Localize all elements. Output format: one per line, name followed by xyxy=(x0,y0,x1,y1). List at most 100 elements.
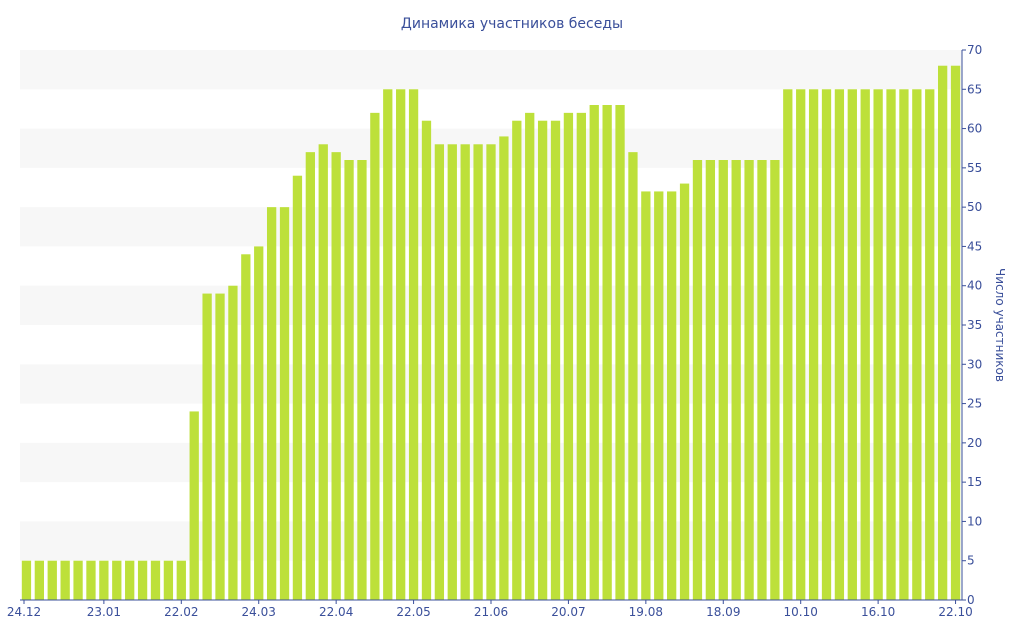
x-tick-label: 23.01 xyxy=(87,605,121,619)
bar xyxy=(228,285,238,600)
y-tick-label: 25 xyxy=(967,397,982,411)
bar xyxy=(925,89,935,601)
y-axis-ticks: 0 5 10 15 20 25 30 35 40 45 50 55 60 65 70 xyxy=(962,43,982,607)
chart-title: Динамика участников беседы xyxy=(401,16,623,32)
bar xyxy=(163,560,174,600)
x-tick-label: 22.02 xyxy=(164,605,198,619)
bar xyxy=(692,160,703,600)
x-tick-label: 22.05 xyxy=(396,605,430,619)
y-tick-label: 55 xyxy=(967,161,982,175)
bar xyxy=(899,89,909,601)
bar xyxy=(86,560,96,600)
bar xyxy=(396,89,406,601)
bar xyxy=(344,160,354,600)
bar xyxy=(241,254,251,601)
y-tick-label: 70 xyxy=(967,43,982,57)
x-tick-label: 20.07 xyxy=(551,605,585,619)
x-tick-label: 24.12 xyxy=(7,605,41,619)
bar xyxy=(47,560,57,600)
bar xyxy=(847,89,857,601)
y-tick-label: 65 xyxy=(967,82,982,96)
x-tick-label: 24.03 xyxy=(242,605,276,619)
bar xyxy=(796,89,806,601)
bar xyxy=(292,175,303,600)
bar xyxy=(550,120,561,600)
bar xyxy=(589,105,599,600)
bar xyxy=(137,560,148,600)
x-tick-label: 16.10 xyxy=(861,605,895,619)
bar xyxy=(112,560,122,600)
bar xyxy=(718,160,728,600)
bar xyxy=(641,191,651,600)
bar xyxy=(331,152,341,600)
bar xyxy=(447,144,457,601)
y-tick-label: 5 xyxy=(967,554,975,568)
bar xyxy=(254,246,264,600)
bar xyxy=(499,136,509,600)
bar xyxy=(408,89,419,601)
bar xyxy=(615,105,625,600)
bar xyxy=(370,112,380,600)
x-tick-label: 19.08 xyxy=(629,605,663,619)
bar xyxy=(150,560,161,600)
bar xyxy=(99,560,109,600)
bar xyxy=(266,207,277,600)
bar xyxy=(679,183,690,601)
x-tick-label: 10.10 xyxy=(784,605,818,619)
bar xyxy=(305,152,315,600)
bar xyxy=(73,560,83,600)
bar xyxy=(873,89,883,601)
bar xyxy=(628,152,638,600)
y-tick-label: 30 xyxy=(967,357,982,371)
bar xyxy=(279,207,290,600)
bar xyxy=(189,411,199,600)
bar xyxy=(705,160,716,600)
bar xyxy=(434,144,445,601)
bar xyxy=(950,65,961,600)
bar xyxy=(473,144,483,601)
bar xyxy=(563,112,574,600)
x-tick-label: 22.10 xyxy=(938,605,972,619)
x-tick-label: 21.06 xyxy=(474,605,508,619)
bar xyxy=(783,89,793,601)
bar xyxy=(770,160,780,600)
bar xyxy=(34,560,45,600)
bar xyxy=(512,120,522,600)
bar xyxy=(731,160,741,600)
y-tick-label: 60 xyxy=(967,122,982,136)
y-tick-label: 40 xyxy=(967,279,982,293)
bar xyxy=(125,560,135,600)
y-axis-label: Число участников xyxy=(993,268,1007,382)
x-tick-label: 22.04 xyxy=(319,605,353,619)
bar xyxy=(421,120,432,600)
bar xyxy=(757,160,767,600)
bar xyxy=(357,160,367,600)
bar xyxy=(886,89,896,601)
bar xyxy=(318,144,328,601)
y-tick-label: 50 xyxy=(967,200,982,214)
bar xyxy=(937,65,948,600)
y-tick-label: 10 xyxy=(967,514,982,528)
bar xyxy=(602,105,612,600)
bar xyxy=(525,112,535,600)
bar xyxy=(667,191,677,600)
bar xyxy=(912,89,922,601)
bar xyxy=(654,191,664,600)
y-tick-label: 0 xyxy=(967,593,975,607)
x-axis-ticks: 24.12 23.01 22.02 24.03 22.04 22.05 21.06 20.07… xyxy=(7,599,973,619)
bar xyxy=(808,89,819,601)
bar xyxy=(202,293,212,600)
y-tick-label: 15 xyxy=(967,475,982,489)
bar xyxy=(176,560,186,600)
x-tick-label: 18.09 xyxy=(706,605,740,619)
y-tick-label: 35 xyxy=(967,318,982,332)
bars-group xyxy=(21,65,961,601)
bar xyxy=(834,89,845,601)
bar xyxy=(60,560,70,600)
bar xyxy=(860,89,870,601)
bar xyxy=(576,112,586,600)
bar xyxy=(486,144,496,601)
bar xyxy=(537,120,548,600)
